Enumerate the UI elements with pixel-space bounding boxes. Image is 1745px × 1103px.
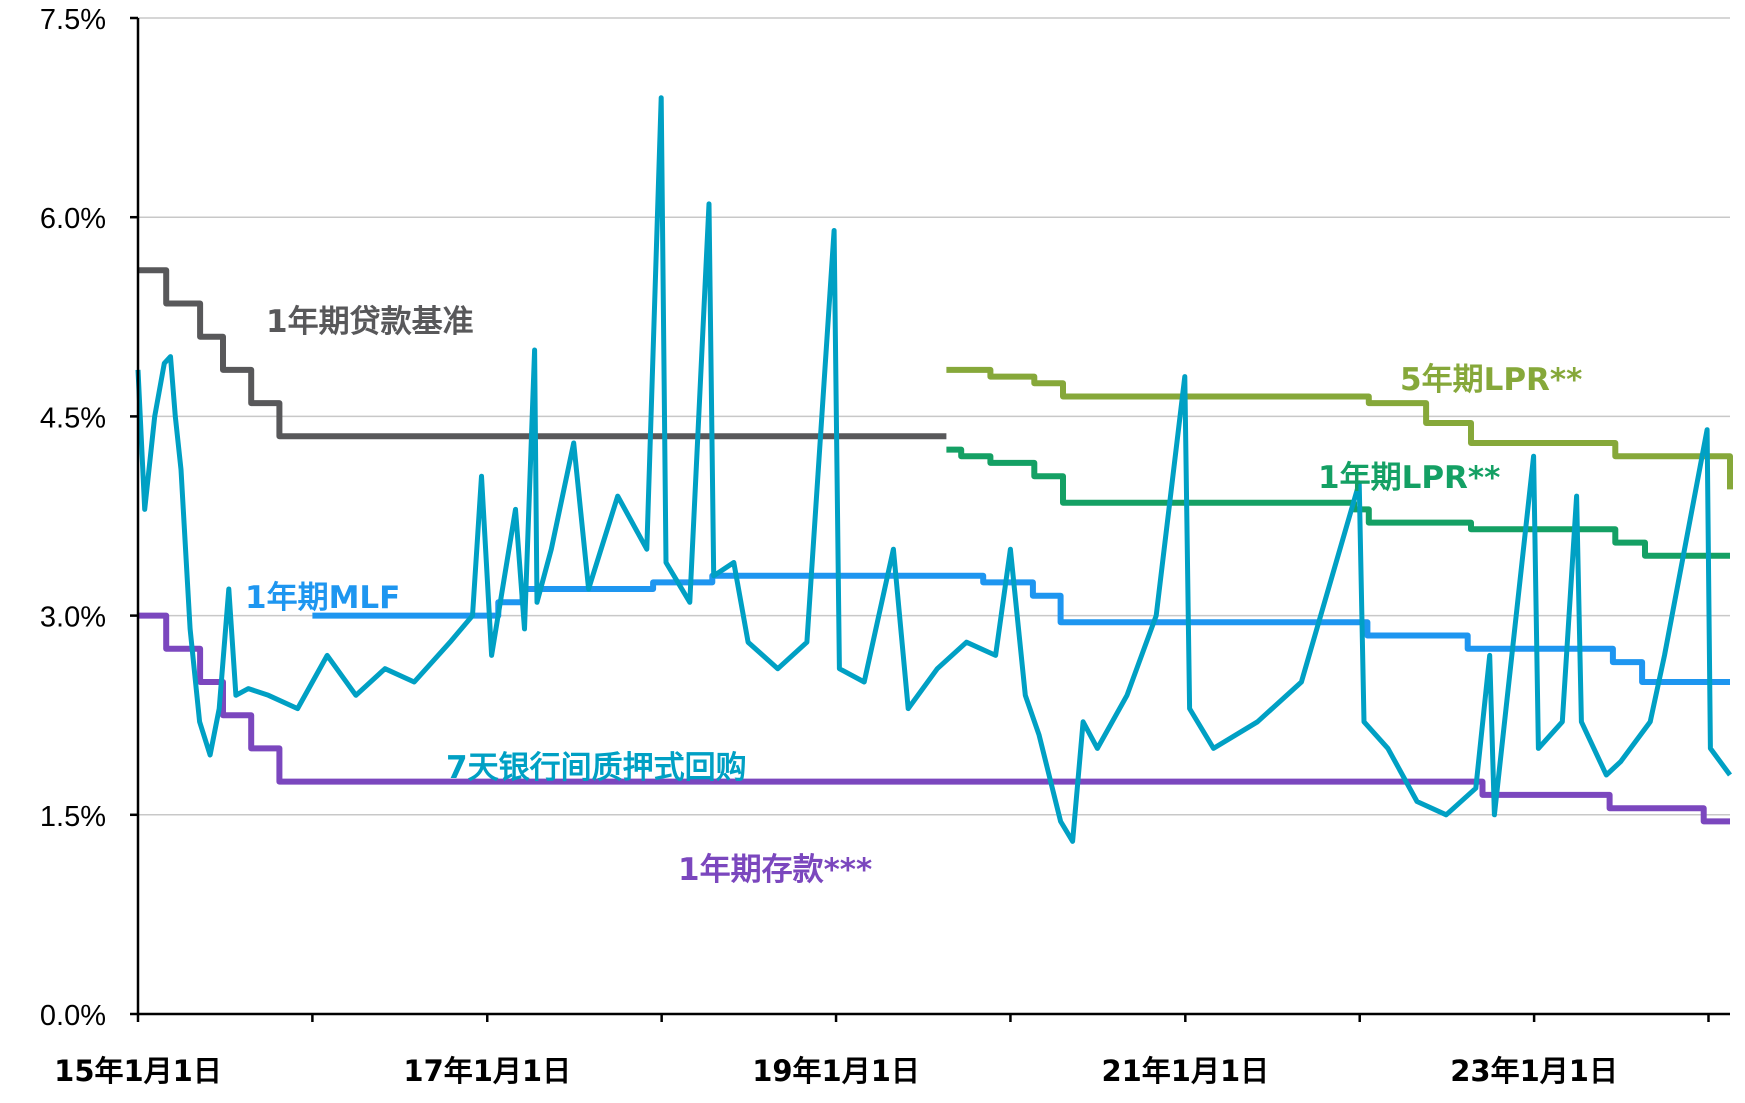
x-tick-label: 19年1月1日 [752, 1054, 920, 1088]
y-tick-label: 3.0% [40, 602, 106, 634]
label-loan-benchmark: 1年期贷款基准 [266, 304, 474, 340]
label-repo-7d: 7天银行间质押式回购 [446, 750, 747, 786]
y-tick-label: 7.5% [40, 4, 106, 36]
series-labels: 1年期贷款基准 5年期LPR** 1年期LPR** 1年期MLF 7天银行间质押… [245, 304, 1582, 888]
series-group [135, 95, 1733, 844]
axes [130, 16, 1730, 1022]
series-line [135, 95, 1733, 844]
y-tick-label: 4.5% [40, 402, 106, 434]
y-tick-labels: 0.0% 1.5% 3.0% 4.5% 6.0% 7.5% [40, 4, 106, 1032]
label-lpr-1y: 1年期LPR** [1318, 460, 1500, 496]
x-tick-label: 15年1月1日 [54, 1054, 222, 1088]
x-tick-labels: 15年1月1日 17年1月1日 19年1月1日 21年1月1日 23年1月1日 [54, 1054, 1618, 1088]
y-tick-label: 0.0% [40, 1000, 106, 1032]
y-tick-label: 6.0% [40, 203, 106, 235]
x-tick-label: 21年1月1日 [1101, 1054, 1269, 1088]
label-lpr-5y: 5年期LPR** [1400, 362, 1582, 398]
x-tick-label: 17年1月1日 [403, 1054, 571, 1088]
label-deposit-1y: 1年期存款*** [678, 852, 872, 888]
series-line [946, 366, 1733, 490]
series-line [138, 267, 947, 440]
x-tick-label: 23年1月1日 [1450, 1054, 1618, 1088]
y-tick-label: 1.5% [40, 801, 106, 833]
label-mlf-1y: 1年期MLF [245, 580, 400, 616]
